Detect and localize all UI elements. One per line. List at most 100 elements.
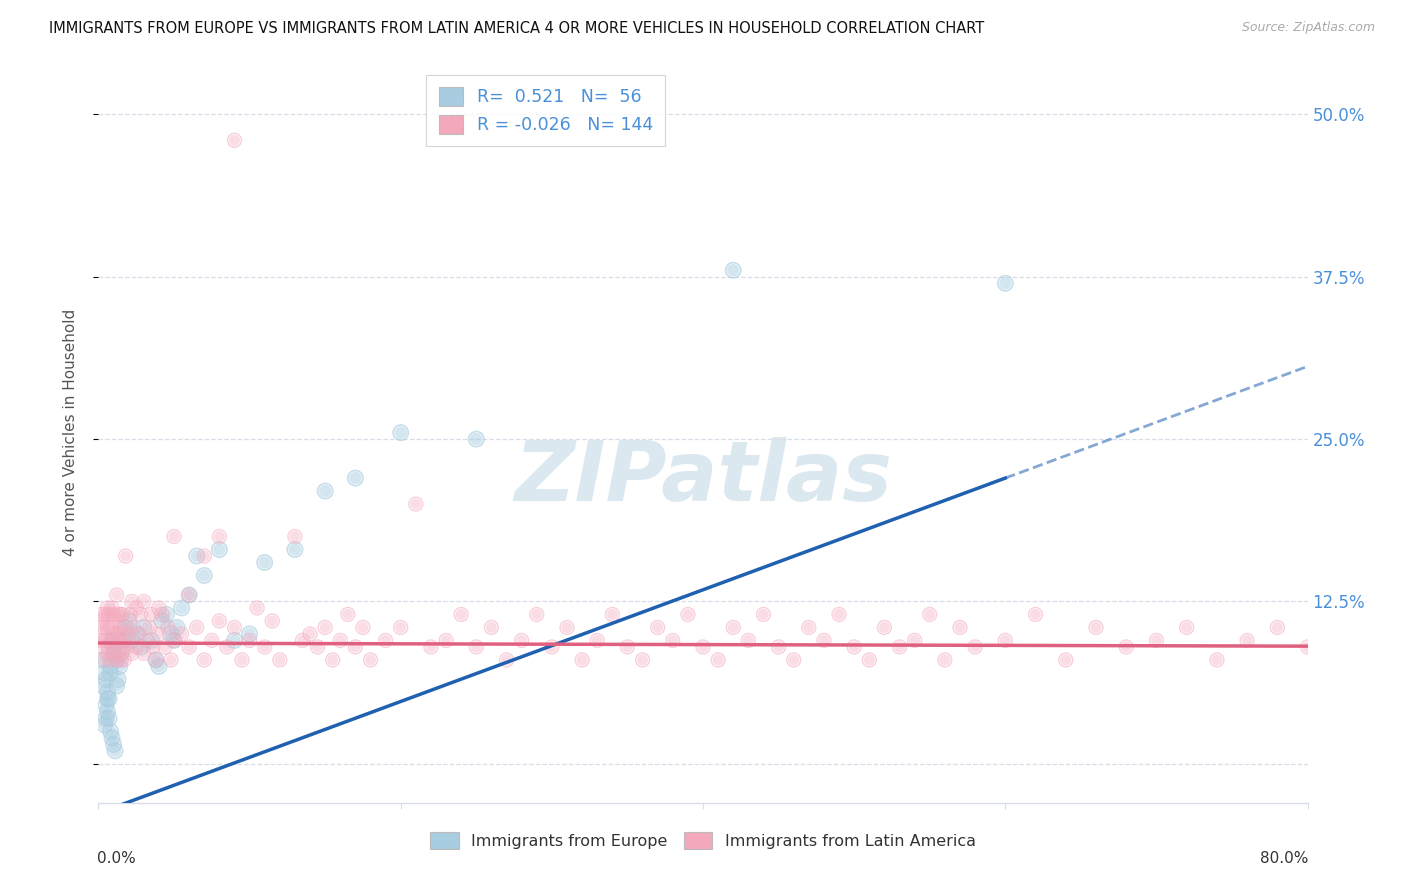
Point (160, 653, 183, 667)
Point (179, 588, 201, 602)
Point (215, 640, 238, 654)
Point (336, 607, 359, 622)
Point (723, 263, 745, 277)
Point (93, 653, 115, 667)
Point (104, 744, 127, 758)
Point (96, 601, 118, 615)
Point (465, 640, 488, 654)
Point (208, 542, 231, 557)
Point (723, 620, 745, 634)
Point (215, 640, 238, 654)
Point (103, 627, 125, 641)
Point (121, 633, 143, 648)
Point (994, 277, 1017, 291)
Point (91, 679, 114, 693)
Point (114, 633, 136, 648)
Point (121, 633, 143, 648)
Point (132, 620, 155, 634)
Point (112, 620, 135, 634)
Point (96, 601, 118, 615)
Point (1296, 640, 1319, 654)
Point (118, 627, 141, 641)
Point (125, 601, 148, 615)
Point (96, 685, 118, 699)
Point (125, 640, 148, 654)
Point (120, 607, 142, 622)
Point (93, 718, 115, 732)
Point (148, 659, 170, 673)
Point (110, 647, 132, 661)
Point (108, 647, 131, 661)
Point (105, 653, 128, 667)
Point (108, 659, 131, 673)
Point (141, 607, 163, 622)
Point (737, 633, 759, 648)
Point (129, 640, 152, 654)
Point (142, 640, 165, 654)
Point (224, 133, 246, 147)
Point (105, 679, 128, 693)
Point (103, 737, 125, 751)
Point (179, 588, 201, 602)
Point (510, 633, 533, 648)
Point (723, 620, 745, 634)
Point (111, 633, 134, 648)
Point (307, 640, 329, 654)
Point (737, 633, 759, 648)
Point (139, 620, 162, 634)
Point (1144, 633, 1167, 648)
Point (163, 633, 186, 648)
Point (571, 653, 593, 667)
Point (1024, 607, 1046, 622)
Point (314, 484, 336, 499)
Point (163, 529, 186, 543)
Point (103, 627, 125, 641)
Point (904, 633, 927, 648)
Point (1115, 640, 1137, 654)
Point (105, 653, 128, 667)
Point (96, 620, 118, 634)
Point (94, 633, 117, 648)
Point (208, 529, 231, 543)
Point (156, 620, 179, 634)
Point (1085, 620, 1108, 634)
Point (141, 633, 163, 648)
Point (125, 601, 148, 615)
Point (101, 633, 124, 648)
Point (94, 698, 117, 713)
Point (105, 627, 128, 641)
Point (284, 542, 307, 557)
Point (94, 673, 117, 687)
Point (949, 620, 972, 634)
Point (101, 633, 124, 648)
Point (253, 556, 276, 570)
Point (122, 620, 145, 634)
Point (269, 653, 291, 667)
Point (132, 620, 155, 634)
Point (631, 653, 654, 667)
Point (103, 647, 125, 661)
Point (1085, 620, 1108, 634)
Point (121, 647, 143, 661)
Point (344, 640, 367, 654)
Point (90, 633, 112, 648)
Point (166, 620, 188, 634)
Point (160, 627, 183, 641)
Point (100, 724, 122, 739)
Point (170, 601, 193, 615)
Point (112, 620, 135, 634)
Point (129, 640, 152, 654)
Point (239, 627, 262, 641)
Point (110, 653, 132, 667)
Point (107, 633, 129, 648)
Point (156, 620, 179, 634)
Point (94, 607, 117, 622)
Point (1206, 653, 1229, 667)
Point (114, 633, 136, 648)
Point (420, 640, 443, 654)
Point (208, 614, 231, 628)
Point (93, 653, 115, 667)
Point (1054, 653, 1077, 667)
Point (193, 653, 215, 667)
Point (125, 627, 148, 641)
